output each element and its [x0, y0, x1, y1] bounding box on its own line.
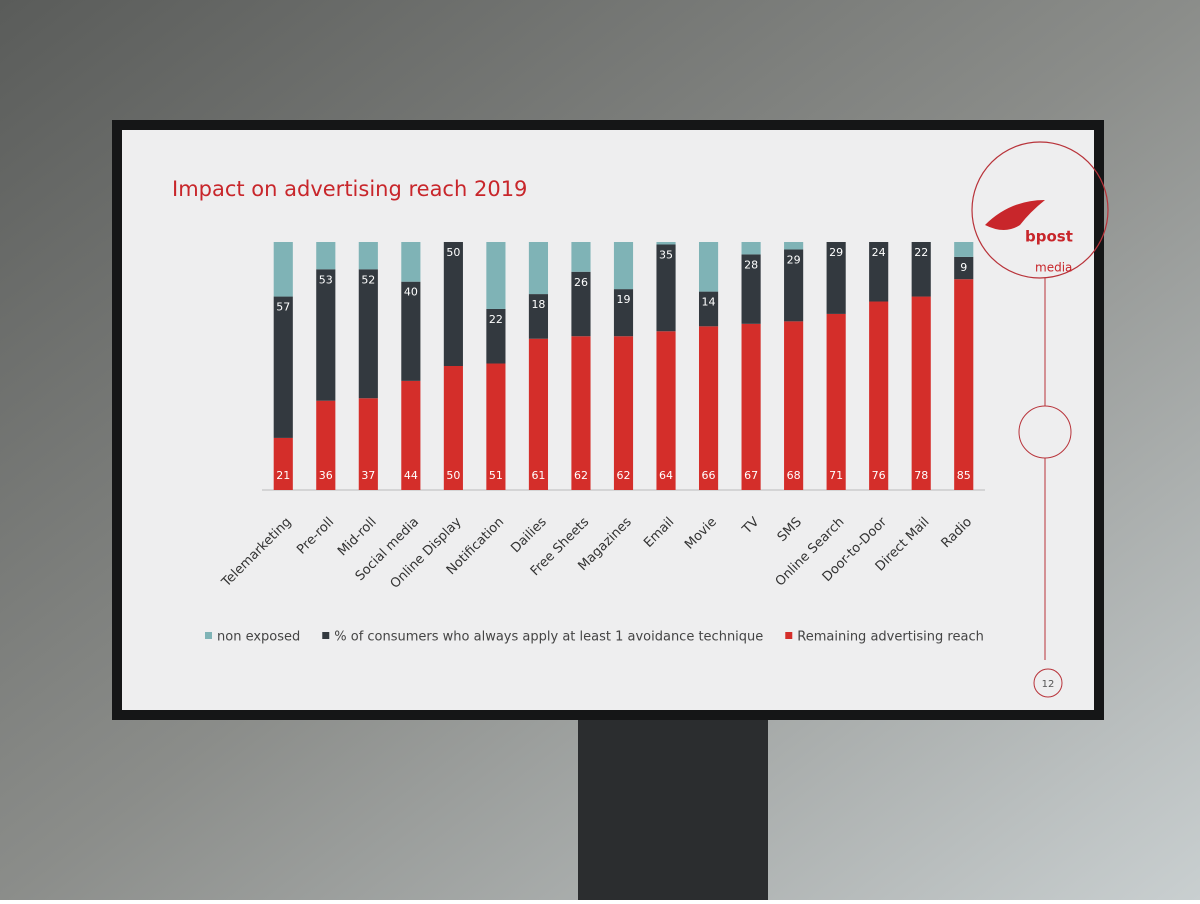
bar-segment: [954, 279, 974, 490]
bar-segment: [826, 313, 846, 490]
logo-mark: [985, 200, 1045, 230]
data-label: 44: [404, 469, 418, 482]
legend-swatch: [785, 632, 793, 639]
data-label: 71: [829, 469, 843, 482]
bar-segment: [273, 242, 293, 297]
data-label: 22: [489, 313, 503, 326]
bar-segment: [401, 242, 421, 282]
logo-sub: media: [1035, 261, 1072, 275]
data-label: 22: [914, 246, 928, 259]
legend-label: non exposed: [217, 630, 300, 645]
bar-segment: [698, 291, 719, 327]
bar-segment: [528, 294, 549, 339]
data-label: 35: [659, 248, 673, 261]
data-label: 28: [744, 258, 758, 271]
bar-segment: [528, 338, 549, 490]
bar-segment: [698, 326, 719, 490]
bar-segment: [401, 380, 421, 490]
data-label: 57: [276, 301, 290, 314]
chart-title: Impact on advertising reach 2019: [172, 177, 527, 201]
data-label: 78: [914, 469, 928, 482]
bar-segment: [869, 242, 889, 302]
data-label: 62: [617, 469, 631, 482]
data-label: 9: [960, 261, 967, 274]
bar-segment: [784, 242, 804, 250]
slide: [122, 130, 1094, 710]
bar-segment: [486, 242, 506, 309]
bar-segment: [826, 242, 846, 314]
bar-segment: [869, 301, 889, 490]
bar-segment: [316, 242, 336, 270]
bar-segment: [911, 296, 931, 490]
deco-circle: [1018, 405, 1072, 459]
bar-segment: [358, 398, 378, 490]
bar-segment: [698, 242, 719, 292]
bar-segment: [486, 363, 506, 490]
bar-segment: [273, 437, 293, 490]
bar-segment: [443, 366, 463, 490]
legend-swatch: [322, 632, 330, 639]
data-label: 68: [787, 469, 801, 482]
bar-segment: [741, 323, 761, 490]
page-ring: [1033, 668, 1063, 698]
data-label: 51: [489, 469, 503, 482]
data-label: 67: [744, 469, 758, 482]
data-label: 40: [404, 286, 418, 299]
bar-segment: [613, 336, 634, 490]
pillar: [578, 705, 768, 900]
bar-segment: [784, 249, 804, 322]
bar-segment: [954, 256, 974, 280]
bar-segment: [316, 269, 336, 401]
data-label: 62: [574, 469, 588, 482]
bar-segment: [656, 331, 676, 490]
bar-segment: [401, 281, 421, 381]
page-number: 12: [1042, 679, 1055, 690]
data-label: 76: [872, 469, 886, 482]
data-label: 36: [319, 469, 333, 482]
bar-segment: [571, 271, 591, 337]
bar-segment: [784, 321, 804, 490]
data-label: 61: [531, 469, 545, 482]
bar-segment: [741, 242, 761, 255]
data-label: 52: [361, 273, 375, 286]
bar-segment: [486, 308, 506, 364]
bar-segment: [273, 296, 293, 438]
bar-segment: [443, 242, 463, 366]
bar-segment: [911, 242, 931, 297]
bar-segment: [358, 242, 378, 270]
legend-label: % of consumers who always apply at least…: [334, 630, 763, 645]
data-label: 18: [531, 298, 545, 311]
data-label: 64: [659, 469, 673, 482]
bar-segment: [571, 336, 591, 490]
data-label: 37: [361, 469, 375, 482]
data-label: 50: [446, 469, 460, 482]
bar-segment: [571, 242, 591, 272]
bar-segment: [741, 254, 761, 324]
data-label: 19: [617, 293, 631, 306]
data-label: 29: [787, 253, 801, 266]
data-label: 53: [319, 273, 333, 286]
data-label: 29: [829, 246, 843, 259]
data-label: 26: [574, 276, 588, 289]
data-label: 14: [702, 296, 716, 309]
bar-segment: [528, 242, 549, 295]
data-label: 24: [872, 246, 886, 259]
bar-segment: [656, 242, 676, 245]
data-label: 50: [446, 246, 460, 259]
bar-segment: [613, 289, 634, 337]
data-label: 66: [702, 469, 716, 482]
bar-segment: [358, 269, 378, 399]
bar-segment: [656, 244, 676, 332]
data-label: 21: [276, 469, 290, 482]
logo-ring: [971, 141, 1109, 279]
bar-segment: [316, 400, 336, 490]
legend-label: Remaining advertising reach: [797, 630, 984, 645]
data-label: 85: [957, 469, 971, 482]
legend-swatch: [205, 632, 212, 639]
logo-brand: bpost: [1025, 228, 1073, 246]
bar-segment: [613, 242, 634, 290]
bar-segment: [954, 242, 974, 257]
